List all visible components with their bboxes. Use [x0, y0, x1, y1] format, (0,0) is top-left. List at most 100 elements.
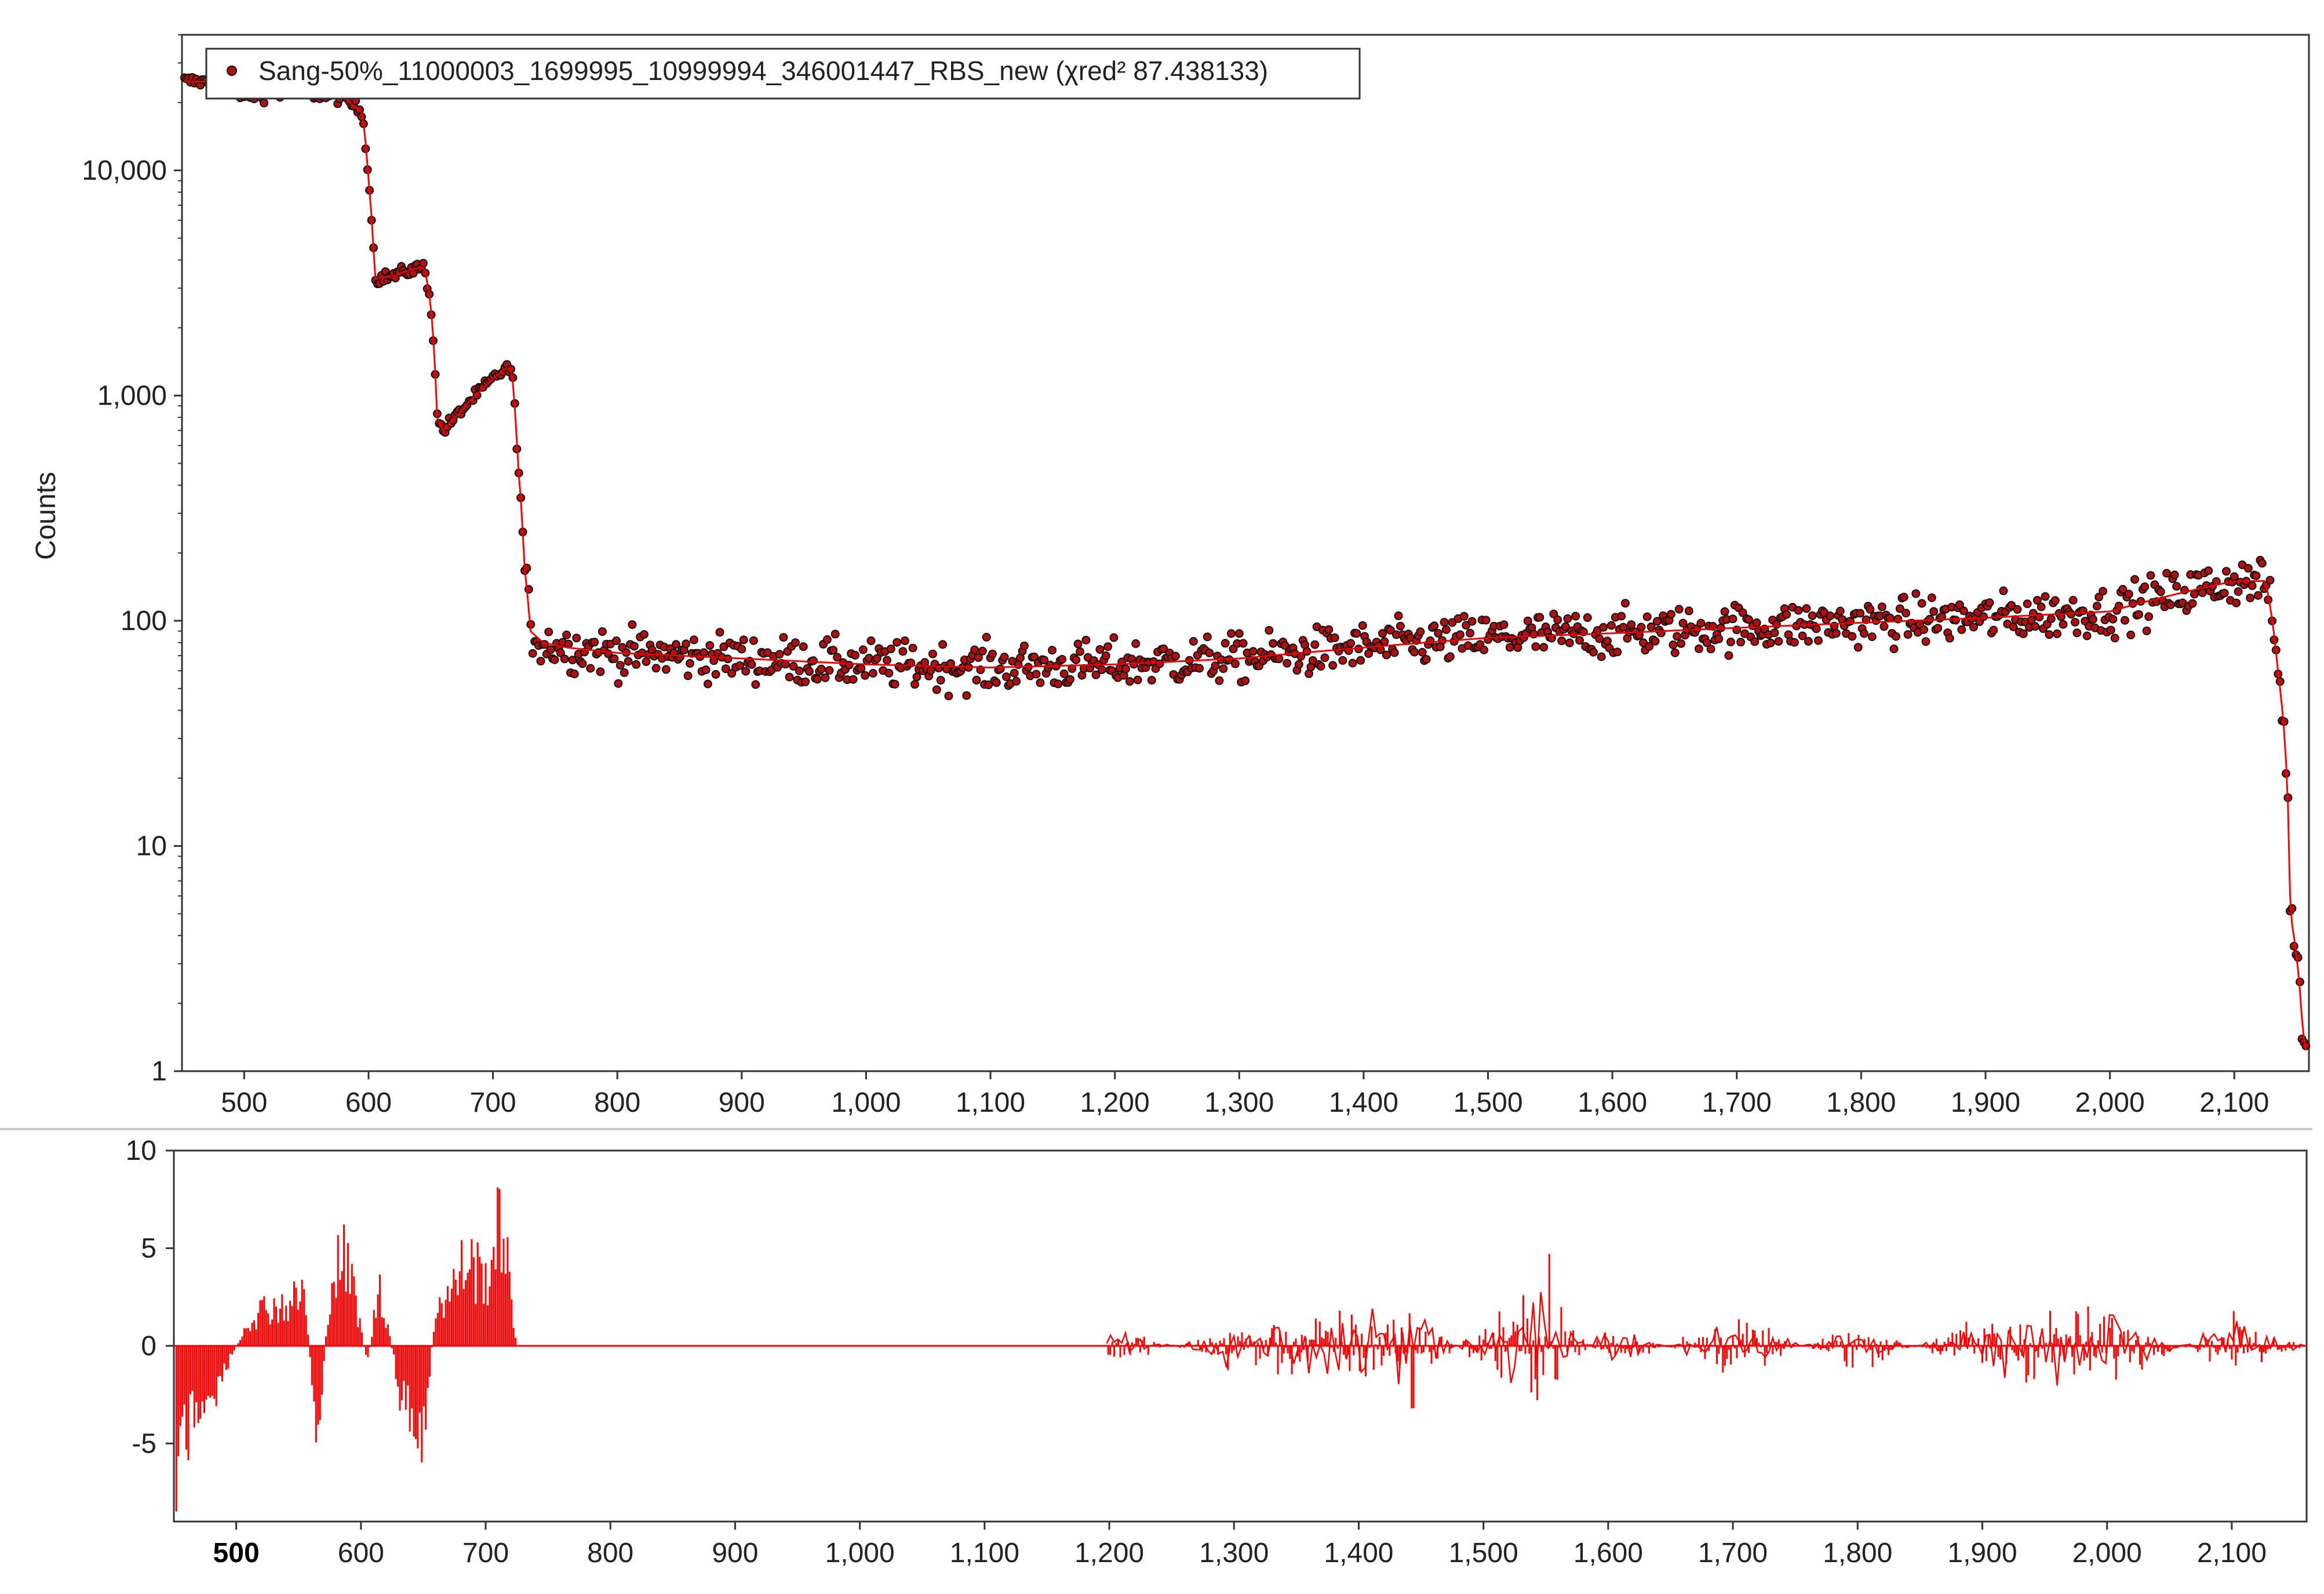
data-point: [805, 667, 814, 676]
data-point: [1879, 622, 1889, 631]
data-point: [1617, 612, 1626, 621]
data-point: [1012, 676, 1021, 686]
data-point: [556, 648, 565, 657]
data-point: [1846, 617, 1855, 626]
residual-y-tick-label: 5: [141, 1233, 156, 1264]
data-point: [900, 636, 909, 645]
data-point: [1790, 638, 1799, 647]
data-point: [893, 638, 902, 647]
data-point: [1969, 623, 1978, 632]
data-point: [1441, 625, 1451, 634]
data-point: [1455, 630, 1465, 639]
data-point: [675, 653, 684, 662]
data-point: [962, 691, 971, 700]
data-point: [1856, 609, 1865, 618]
data-point: [906, 658, 916, 668]
data-point: [598, 627, 607, 636]
data-point: [830, 629, 840, 639]
data-point: [992, 678, 1001, 687]
data-point: [1048, 646, 1057, 655]
data-point: [908, 643, 917, 653]
data-point: [2045, 630, 2054, 639]
data-point: [715, 628, 724, 637]
data-point: [1189, 637, 1198, 646]
data-point: [711, 669, 720, 679]
data-point: [727, 669, 737, 678]
data-point: [2057, 612, 2066, 621]
data-point: [1613, 647, 1622, 657]
data-point: [1030, 652, 1039, 661]
data-point: [2253, 591, 2263, 600]
data-point: [1274, 654, 1284, 664]
data-point: [1438, 636, 1447, 645]
data-point: [1597, 652, 1606, 661]
data-point: [1752, 618, 1761, 627]
data-point: [821, 673, 830, 682]
data-point: [1637, 623, 1646, 632]
data-point: [751, 680, 760, 689]
data-point: [2220, 588, 2229, 598]
data-point: [1860, 629, 1868, 638]
data-point: [1647, 622, 1656, 631]
data-point: [1895, 604, 1904, 613]
data-point: [844, 661, 854, 669]
legend-label: Sang-50%_11000003_1699995_10999994_34600…: [258, 56, 1268, 86]
data-point: [1205, 648, 1214, 657]
data-point: [779, 633, 788, 642]
data-point: [1955, 600, 1964, 609]
data-point: [1418, 647, 1427, 657]
data-point: [642, 657, 651, 666]
data-point: [1714, 634, 1724, 643]
data-point: [2265, 576, 2275, 585]
data-point: [2007, 601, 2016, 610]
y-tick-label: 10,000: [82, 155, 167, 186]
residual-y-tick-label: 10: [126, 1136, 156, 1166]
data-point: [1320, 653, 1329, 663]
residual-x-tick-label: 1,300: [1199, 1538, 1269, 1568]
data-point: [2108, 614, 2118, 624]
data-point: [1728, 614, 1737, 624]
data-point: [1933, 624, 1943, 633]
data-point: [1103, 642, 1113, 652]
data-point: [1563, 614, 1572, 623]
data-point: [1744, 615, 1753, 624]
x-tick-label: 500: [221, 1087, 267, 1118]
data-point: [1848, 632, 1857, 641]
data-point: [1466, 628, 1475, 638]
data-point: [1480, 645, 1489, 654]
data-point: [1866, 605, 1875, 614]
data-point: [978, 646, 987, 656]
data-point: [568, 656, 577, 665]
residual-y-ticks: -5 0 5 10: [126, 1136, 174, 1459]
data-point: [1547, 634, 1556, 643]
data-point: [1302, 647, 1312, 656]
data-point: [1081, 635, 1091, 645]
data-point: [1642, 612, 1652, 621]
data-point: [1674, 605, 1684, 614]
data-point: [629, 642, 639, 651]
data-point: [884, 668, 894, 678]
data-point: [1549, 609, 1558, 618]
residual-x-tick-label: 600: [338, 1538, 384, 1568]
data-point: [1095, 645, 1105, 654]
residual-plot-area: [173, 1149, 2308, 1523]
data-point: [2126, 630, 2136, 639]
data-point: [1802, 604, 1811, 613]
data-point: [936, 676, 945, 685]
data-point: [640, 630, 649, 639]
data-point: [1835, 606, 1845, 616]
data-point: [1959, 606, 1968, 616]
data-point: [1720, 607, 1729, 616]
data-point: [1569, 629, 1578, 639]
data-point: [1416, 627, 1425, 636]
residual-y-tick-label: -5: [132, 1428, 156, 1459]
x-tick-label: 1,100: [956, 1087, 1025, 1118]
data-point: [1808, 611, 1817, 620]
x-tick-label: 1,000: [831, 1087, 901, 1118]
data-point: [562, 630, 571, 639]
data-point: [2146, 571, 2155, 580]
residual-x-tick-label: 2,100: [2197, 1538, 2267, 1568]
data-point: [2059, 620, 2068, 629]
data-point: [1599, 623, 1608, 632]
